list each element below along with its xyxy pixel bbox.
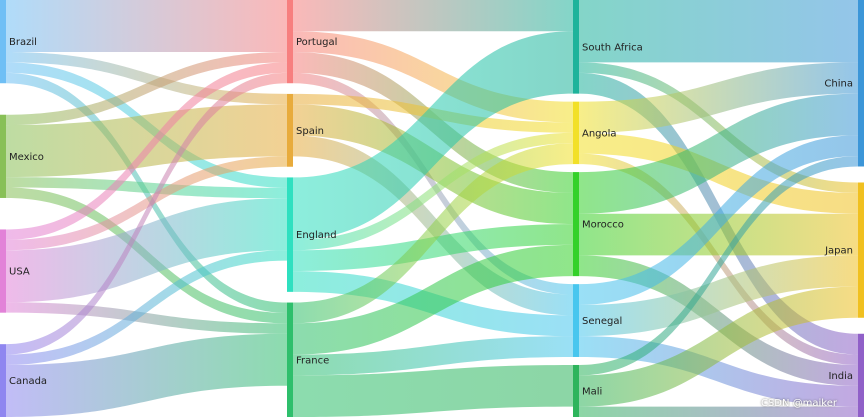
link-england-to-southafrica <box>293 31 573 240</box>
node-brazil[interactable] <box>0 0 6 84</box>
node-morocco[interactable] <box>573 172 579 277</box>
watermark: CSDN @maiker <box>760 398 837 409</box>
node-label-canada: Canada <box>9 376 47 387</box>
node-label-mali: Mali <box>582 386 602 397</box>
link-morocco-to-india <box>579 255 858 386</box>
link-portugal-to-senegal <box>293 72 573 295</box>
link-southafrica-to-japan <box>579 62 858 193</box>
node-portugal[interactable] <box>287 0 293 84</box>
link-france-to-angola <box>293 143 573 324</box>
node-label-usa: USA <box>9 267 30 278</box>
node-label-portugal: Portugal <box>296 37 337 48</box>
link-mexico-to-spain <box>6 104 287 178</box>
link-portugal-to-southafrica <box>293 0 573 32</box>
node-label-spain: Spain <box>296 126 324 137</box>
link-england-to-angola <box>293 132 573 251</box>
node-canada[interactable] <box>0 344 6 417</box>
node-label-senegal: Senegal <box>582 316 622 327</box>
node-senegal[interactable] <box>573 284 579 357</box>
node-southafrica[interactable] <box>573 0 579 94</box>
link-france-to-morocco <box>293 244 573 355</box>
link-canada-to-portugal <box>6 72 287 355</box>
link-mali-to-china <box>579 156 858 376</box>
link-usa-to-spain <box>6 156 287 251</box>
link-brazil-to-france <box>6 72 287 313</box>
node-mexico[interactable] <box>0 114 6 198</box>
node-label-southafrica: South Africa <box>582 42 643 53</box>
node-spain[interactable] <box>287 93 293 167</box>
sankey-links <box>6 0 858 417</box>
node-france[interactable] <box>287 302 293 417</box>
node-angola[interactable] <box>573 101 579 165</box>
link-mali-to-japan <box>579 286 858 407</box>
link-angola-to-china <box>579 62 858 133</box>
link-morocco-to-japan <box>579 213 858 256</box>
node-label-morocco: Morocco <box>582 220 624 231</box>
node-usa[interactable] <box>0 229 6 313</box>
link-brazil-to-portugal <box>6 0 287 53</box>
link-mali-to-india <box>579 406 858 417</box>
link-usa-to-england <box>6 198 287 303</box>
link-brazil-to-spain <box>6 52 287 105</box>
node-japan[interactable] <box>858 182 864 318</box>
node-india[interactable] <box>858 333 864 417</box>
link-canada-to-france <box>6 333 287 417</box>
node-label-china: China <box>824 79 853 90</box>
node-label-angola: Angola <box>582 128 617 139</box>
node-china[interactable] <box>858 0 864 167</box>
link-usa-to-france <box>6 302 287 334</box>
node-label-mexico: Mexico <box>9 152 44 163</box>
node-label-france: France <box>296 355 329 366</box>
link-france-to-mali <box>293 364 573 417</box>
link-southafrica-to-china <box>579 0 858 63</box>
link-morocco-to-china <box>579 93 858 214</box>
link-canada-to-england <box>6 250 287 365</box>
link-angola-to-india <box>579 153 858 365</box>
link-senegal-to-india <box>579 336 858 407</box>
node-label-england: England <box>296 230 337 241</box>
link-mexico-to-portugal <box>6 52 287 126</box>
link-france-to-senegal <box>293 336 573 376</box>
link-senegal-to-japan <box>579 255 858 337</box>
link-mexico-to-england <box>6 177 287 199</box>
link-england-to-morocco <box>293 224 573 272</box>
node-label-india: India <box>828 371 853 382</box>
sankey-labels: Brazil Mexico USA Canada Portugal Spain Englan… <box>9 37 853 397</box>
node-england[interactable] <box>287 177 293 292</box>
link-usa-to-portugal <box>6 62 287 240</box>
node-label-brazil: Brazil <box>9 37 37 48</box>
link-senegal-to-china <box>579 135 858 305</box>
node-label-japan: Japan <box>824 246 853 257</box>
node-mali[interactable] <box>573 364 579 417</box>
